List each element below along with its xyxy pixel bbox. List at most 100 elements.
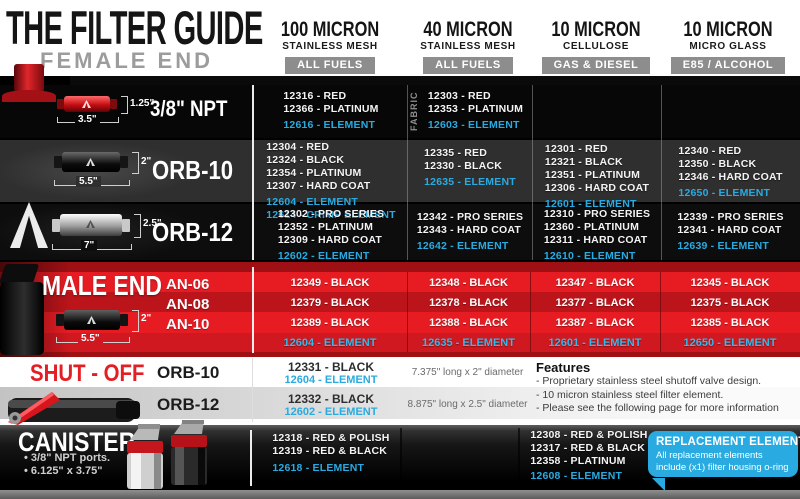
part-numbers: 12308 - RED & POLISH 12317 - RED & BLACK… xyxy=(530,429,648,467)
features-list: - Proprietary stainless steel shutoff va… xyxy=(536,375,779,414)
part-numbers: 12301 - RED 12321 - BLACK 12351 - PLATIN… xyxy=(544,143,650,194)
features-title: Features xyxy=(536,360,591,375)
cell-an06-100micron: 12349 - BLACK xyxy=(290,277,370,289)
column-media: STAINLESS MESH xyxy=(282,41,378,52)
row-label-npt: 3/8" NPT xyxy=(150,96,228,121)
element-numbers: 12602 - ELEMENT xyxy=(277,250,370,262)
cell-npt-40micron: 12303 - RED 12353 - PLATINUM 12603 - ELE… xyxy=(418,90,533,133)
length-dimension-label: 3.5" xyxy=(75,114,100,125)
fuel-badge: ALL FUELS xyxy=(285,57,375,74)
canister-bullets: • 3/8" NPT ports. • 6.125" x 3.75" xyxy=(24,452,111,477)
element-numbers: 12610 - ELEMENT xyxy=(543,250,636,262)
fuel-badge: E85 / ALCOHOL xyxy=(670,57,786,74)
column-micron: 10 MICRON xyxy=(683,18,773,41)
filter-fitting xyxy=(110,99,117,109)
divider xyxy=(530,272,531,352)
header-divider-band xyxy=(70,76,800,86)
column-media: CELLULOSE xyxy=(563,41,629,52)
cell-orb12-microglass: 12339 - PRO SERIES 12341 - HARD COAT 126… xyxy=(663,211,798,254)
red-filter-photo-body xyxy=(0,100,58,282)
label-column-divider xyxy=(252,267,254,353)
shutoff-section-label: SHUT - OFF xyxy=(30,360,145,387)
cell-element-microglass: 12650 - ELEMENT xyxy=(683,337,777,349)
dimensions-orb12: 8.875" long x 2.5" diameter xyxy=(407,399,528,410)
column-micron: 100 MICRON xyxy=(280,18,380,41)
cell-orb10-40micron: 12335 - RED 12330 - BLACK 12635 - ELEMEN… xyxy=(410,147,530,190)
cell-an10-100micron: 12389 - BLACK xyxy=(290,317,370,329)
filter-fitting xyxy=(120,314,128,326)
column-micron: 40 MICRON xyxy=(423,18,513,41)
filter-fitting xyxy=(57,99,64,109)
divider xyxy=(660,272,661,352)
label-column-divider xyxy=(252,85,254,260)
cell-an06-microglass: 12345 - BLACK xyxy=(690,277,770,289)
row-label-shutoff-orb12: ORB-12 xyxy=(157,395,220,414)
column-header-40-micron: 40 MICRON STAINLESS MESH ALL FUELS xyxy=(383,18,553,74)
part-numbers: 12342 - PRO SERIES 12343 - HARD COAT xyxy=(416,211,524,236)
cell-shutoff-orb12: 12332 - BLACK 12602 - ELEMENT xyxy=(258,392,404,418)
element-numbers: 12603 - ELEMENT xyxy=(427,119,520,131)
cell-an06-40micron: 12348 - BLACK xyxy=(429,277,508,289)
column-header-10-micron-cellulose: 10 MICRON CELLULOSE GAS & DIESEL xyxy=(511,19,681,74)
height-dimension-label: 1.25" xyxy=(130,98,155,109)
row-orb12 xyxy=(0,204,800,260)
dimensions-orb10: 7.375" long x 2" diameter xyxy=(411,367,524,378)
cell-shutoff-orb10: 12331 - BLACK 12604 - ELEMENT xyxy=(258,360,404,386)
female-end-section-label: FEMALE END xyxy=(40,48,213,73)
length-dimension-label: 5.5" xyxy=(78,333,103,344)
divider xyxy=(661,85,662,260)
height-dimension-line xyxy=(134,214,141,238)
divider xyxy=(400,428,402,488)
an-fitting-photo-body xyxy=(0,282,44,355)
canister-section-label: CANISTER xyxy=(18,427,136,457)
element-numbers: 12608 - ELEMENT xyxy=(530,470,623,482)
label-column-divider xyxy=(250,430,252,486)
cell-an06-cellulose: 12347 - BLACK xyxy=(555,277,635,289)
element-numbers: 12639 - ELEMENT xyxy=(677,240,770,252)
cell-npt-100micron: 12316 - RED 12366 - PLATINUM 12616 - ELE… xyxy=(258,90,404,133)
cell-an08-microglass: 12375 - BLACK xyxy=(690,297,770,309)
stripe-an06 xyxy=(0,272,800,292)
divider xyxy=(407,272,408,352)
column-header-10-micron-micro-glass: 10 MICRON MICRO GLASS E85 / ALCOHOL xyxy=(643,18,800,74)
height-dimension-line xyxy=(132,152,139,174)
filter-fitting xyxy=(54,156,62,168)
cell-orb12-40micron: 12342 - PRO SERIES 12343 - HARD COAT 126… xyxy=(410,211,530,254)
red-filter-photo-shoulder xyxy=(2,90,56,102)
red-filter-photo-neck xyxy=(14,64,44,92)
part-numbers: 12318 - RED & POLISH 12319 - RED & BLACK xyxy=(272,432,390,457)
cell-element-40micron: 12635 - ELEMENT xyxy=(422,337,515,349)
cell-an10-microglass: 12385 - BLACK xyxy=(690,317,770,329)
divider xyxy=(518,428,520,488)
callout-title: REPLACEMENT ELEMENTS xyxy=(656,436,800,448)
part-numbers: 12335 - RED 12330 - BLACK xyxy=(424,147,503,172)
row-label-orb10: ORB-10 xyxy=(152,155,234,185)
cell-canister-100micron: 12318 - RED & POLISH 12319 - RED & BLACK… xyxy=(258,432,404,476)
row-label-an06: AN-06 xyxy=(166,276,210,293)
row-label-an10: AN-10 xyxy=(166,316,210,333)
fuel-badge: ALL FUELS xyxy=(423,57,513,74)
filter-fitting xyxy=(122,219,130,232)
length-dimension-label: 7" xyxy=(81,240,98,251)
cell-canister-cellulose: 12308 - RED & POLISH 12317 - RED & BLACK… xyxy=(524,429,654,484)
part-numbers: 12316 - RED 12366 - PLATINUM xyxy=(283,90,379,115)
cell-an10-cellulose: 12387 - BLACK xyxy=(555,317,635,329)
filter-fitting xyxy=(120,156,128,168)
element-numbers: 12616 - ELEMENT xyxy=(283,119,376,131)
replacement-elements-callout: REPLACEMENT ELEMENTS All replacement ele… xyxy=(648,431,800,477)
cell-an08-cellulose: 12377 - BLACK xyxy=(555,297,635,309)
row-label-shutoff-orb10: ORB-10 xyxy=(157,363,220,382)
part-numbers: 12304 - RED 12324 - BLACK 12354 - PLATIN… xyxy=(266,141,371,192)
element-number: 12602 - ELEMENT xyxy=(284,406,378,418)
element-numbers: 12642 - ELEMENT xyxy=(416,240,509,252)
cell-an08-100micron: 12379 - BLACK xyxy=(290,297,370,309)
element-numbers: 12635 - ELEMENT xyxy=(424,176,516,188)
height-dimension-line xyxy=(132,310,139,332)
callout-body: All replacement elements include (x1) fi… xyxy=(656,450,789,473)
page-title: THE FILTER GUIDE xyxy=(6,1,263,54)
part-numbers: 12339 - PRO SERIES 12341 - HARD COAT xyxy=(677,211,784,236)
height-dimension-label: 2.5" xyxy=(143,218,162,229)
male-end-section-label: MALE END xyxy=(42,270,162,301)
column-media: STAINLESS MESH xyxy=(420,41,516,52)
